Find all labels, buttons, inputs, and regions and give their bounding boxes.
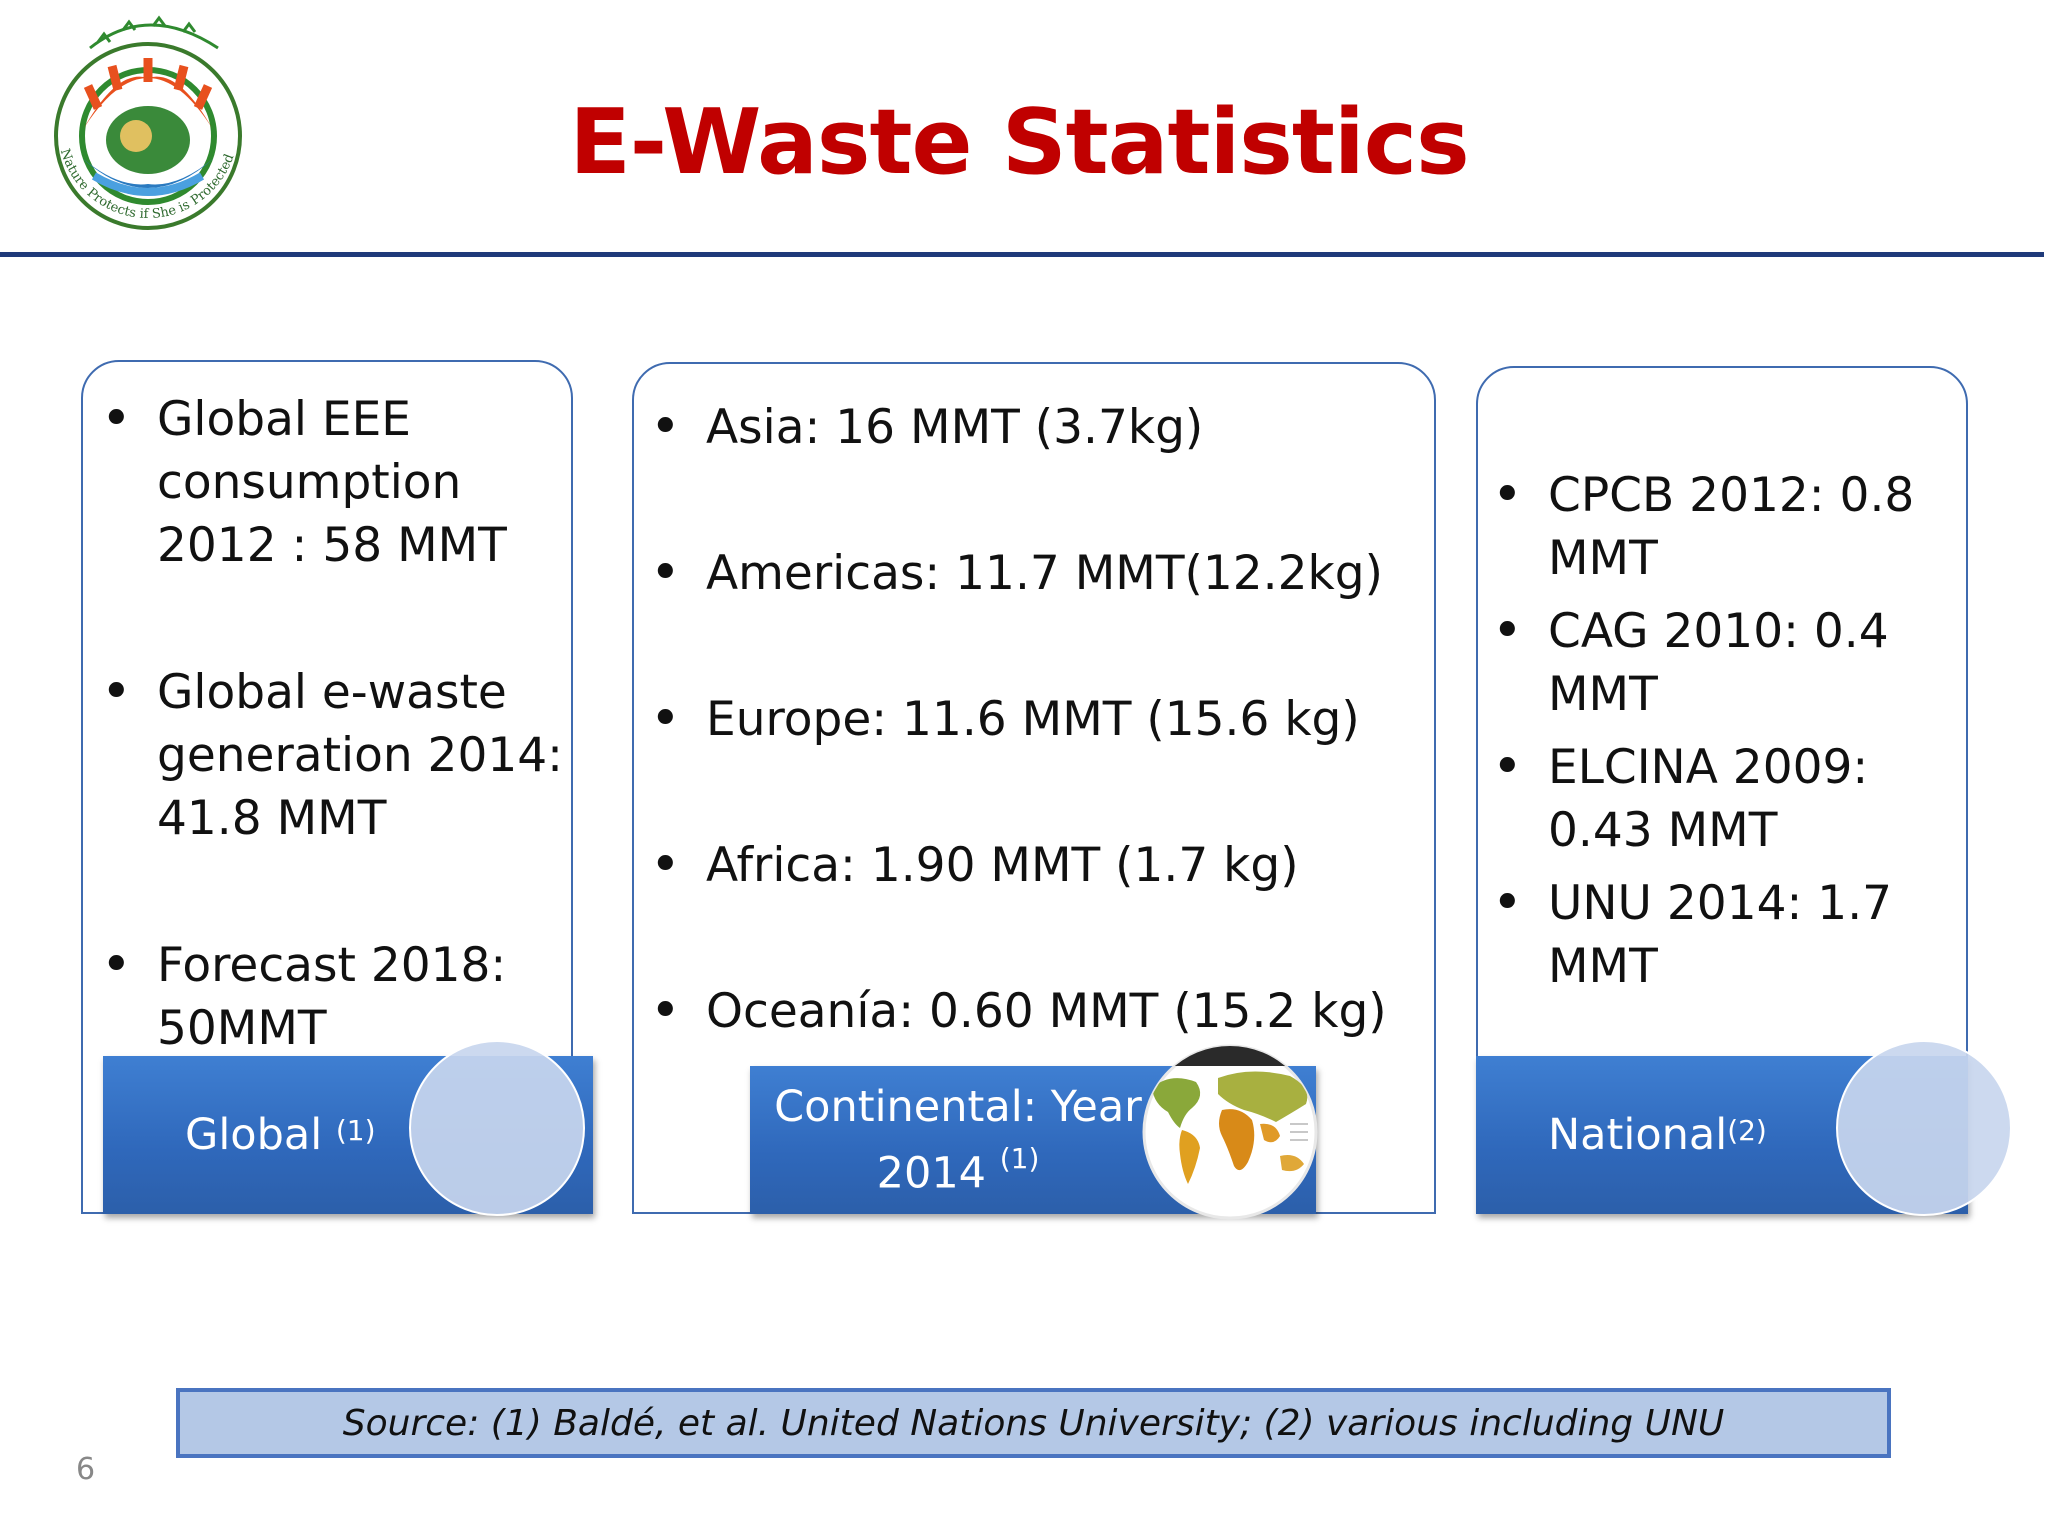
list-item: Americas: 11.7 MMT(12.2kg): [636, 542, 1434, 605]
banner-global-label: Global: [185, 1110, 323, 1160]
list-item: CAG 2010: 0.4 MMT: [1478, 600, 1966, 726]
banner-global-circle: [409, 1040, 585, 1216]
national-list: CPCB 2012: 0.8 MMT CAG 2010: 0.4 MMT ELC…: [1478, 464, 1966, 998]
banner-continental-line2: 2014: [876, 1148, 987, 1199]
title-divider: [0, 252, 2044, 257]
page-title: E-Waste Statistics: [569, 90, 1469, 195]
page-number: 6: [76, 1452, 96, 1487]
continental-list: Asia: 16 MMT (3.7kg) Americas: 11.7 MMT(…: [636, 396, 1434, 1043]
list-item: Global EEE consumption 2012 : 58 MMT: [87, 388, 571, 577]
list-item: Forecast 2018: 50MMT: [87, 934, 571, 1060]
banner-national-ref: (2): [1727, 1114, 1767, 1147]
list-item: Global e-waste generation 2014: 41.8 MMT: [87, 661, 571, 850]
list-item: Oceanía: 0.60 MMT (15.2 kg): [636, 980, 1434, 1043]
list-item: Africa: 1.90 MMT (1.7 kg): [636, 834, 1434, 897]
list-item: Europe: 11.6 MMT (15.6 kg): [636, 688, 1434, 751]
banner-global-ref: (1): [335, 1114, 376, 1147]
banner-continental-line1: Continental: Year: [774, 1081, 1142, 1132]
banner-national-label: National: [1548, 1110, 1728, 1160]
list-item: ELCINA 2009: 0.43 MMT: [1478, 736, 1966, 862]
list-item: CPCB 2012: 0.8 MMT: [1478, 464, 1966, 590]
banner-continental-ref: (1): [999, 1141, 1040, 1175]
list-item: UNU 2014: 1.7 MMT: [1478, 872, 1966, 998]
banner-national-circle: [1836, 1040, 2012, 1216]
world-map-icon: [1142, 1044, 1318, 1220]
source-citation: Source: (1) Baldé, et al. United Nations…: [176, 1388, 1891, 1458]
list-item: Asia: 16 MMT (3.7kg): [636, 396, 1434, 459]
emblem-logo: Nature Protects if She is Protected: [54, 15, 242, 230]
global-list: Global EEE consumption 2012 : 58 MMT Glo…: [87, 388, 571, 1060]
